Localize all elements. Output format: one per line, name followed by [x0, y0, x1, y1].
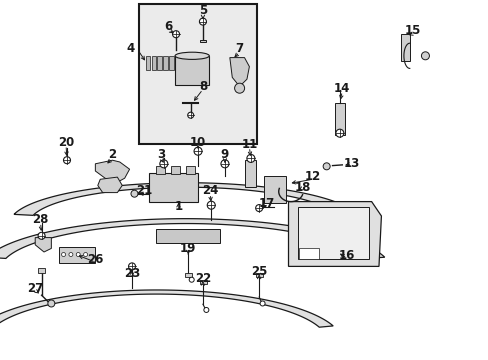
Text: 12: 12 [304, 170, 321, 183]
Circle shape [128, 263, 135, 270]
Circle shape [335, 129, 343, 137]
Bar [156, 166, 165, 174]
Text: 18: 18 [294, 181, 311, 194]
Circle shape [255, 204, 262, 212]
Text: 13: 13 [343, 157, 360, 170]
Circle shape [76, 252, 80, 257]
Text: 17: 17 [258, 197, 274, 210]
Polygon shape [151, 56, 156, 70]
Circle shape [172, 31, 179, 38]
Circle shape [69, 252, 73, 257]
Text: 7: 7 [235, 42, 243, 55]
Circle shape [323, 163, 329, 170]
Bar [199, 280, 206, 284]
Text: 23: 23 [123, 267, 140, 280]
Bar [264, 176, 285, 203]
Bar [185, 166, 194, 174]
Bar [175, 56, 209, 85]
Bar [171, 166, 180, 174]
Text: 22: 22 [194, 273, 211, 285]
Bar [298, 207, 368, 259]
Text: 20: 20 [58, 136, 74, 149]
Bar [139, 4, 256, 144]
Polygon shape [163, 56, 167, 70]
Text: 6: 6 [164, 21, 172, 33]
Circle shape [189, 277, 194, 282]
Bar [149, 173, 198, 202]
Text: 2: 2 [108, 148, 116, 161]
Circle shape [160, 160, 167, 168]
Circle shape [194, 147, 202, 155]
Bar [245, 160, 256, 187]
Polygon shape [145, 56, 150, 70]
Polygon shape [199, 40, 206, 42]
Polygon shape [288, 202, 381, 266]
Text: 8: 8 [199, 80, 206, 93]
Polygon shape [0, 290, 332, 327]
Circle shape [63, 157, 70, 164]
Text: 9: 9 [221, 148, 228, 161]
Ellipse shape [175, 52, 209, 59]
Polygon shape [95, 160, 129, 184]
Bar [400, 34, 409, 61]
Bar [184, 273, 192, 277]
Bar [299, 248, 318, 259]
Polygon shape [229, 58, 249, 86]
Text: 5: 5 [199, 4, 206, 17]
Circle shape [234, 83, 244, 93]
Text: 11: 11 [241, 138, 257, 150]
Circle shape [83, 252, 87, 257]
Text: 28: 28 [32, 213, 49, 226]
Circle shape [260, 301, 264, 306]
Text: 21: 21 [136, 184, 152, 197]
Bar [156, 229, 220, 243]
Bar [59, 247, 95, 263]
Text: 4: 4 [127, 42, 135, 55]
Text: 25: 25 [250, 265, 267, 278]
Circle shape [48, 300, 55, 307]
Polygon shape [169, 56, 173, 70]
Circle shape [421, 52, 428, 60]
Polygon shape [14, 183, 357, 215]
Text: 19: 19 [180, 242, 196, 255]
Polygon shape [0, 219, 384, 258]
Bar [334, 103, 344, 135]
Circle shape [187, 112, 193, 118]
Circle shape [199, 18, 206, 25]
Bar [38, 268, 45, 273]
Polygon shape [157, 56, 162, 70]
Circle shape [221, 160, 228, 168]
Text: 27: 27 [27, 282, 44, 294]
Text: 14: 14 [333, 82, 350, 95]
Polygon shape [98, 177, 122, 193]
Circle shape [38, 232, 45, 239]
Text: 26: 26 [87, 253, 103, 266]
Text: 24: 24 [202, 184, 218, 197]
Text: 1: 1 [174, 201, 182, 213]
Bar [255, 273, 263, 277]
Text: 15: 15 [404, 24, 421, 37]
Circle shape [203, 307, 208, 312]
Circle shape [207, 201, 215, 209]
Circle shape [131, 190, 138, 197]
Text: 10: 10 [189, 136, 206, 149]
Text: 3: 3 [157, 148, 165, 161]
Circle shape [246, 154, 254, 162]
Text: 16: 16 [338, 249, 355, 262]
Circle shape [61, 252, 65, 257]
Polygon shape [35, 238, 51, 252]
